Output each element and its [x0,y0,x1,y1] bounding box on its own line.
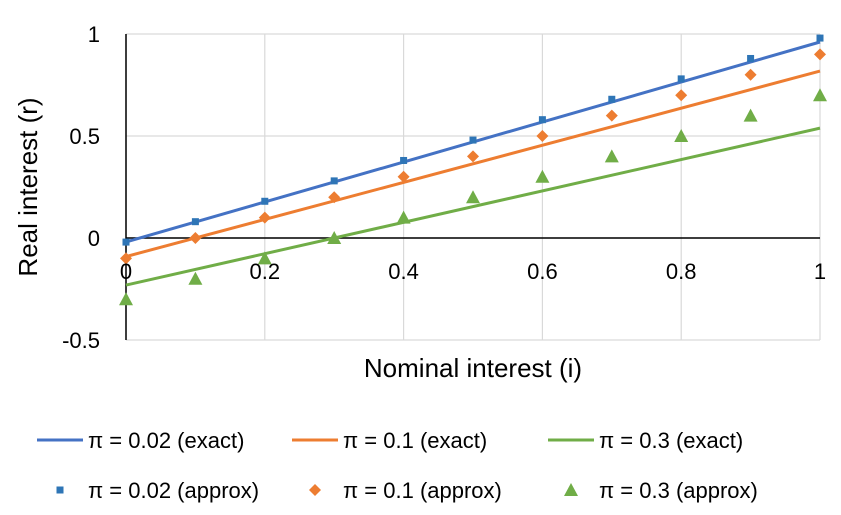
legend-label: π = 0.02 (exact) [88,428,244,453]
series-markers-5 [119,88,827,306]
data-point [744,68,757,81]
legend-item: π = 0.1 (approx) [309,478,502,503]
legend-item: π = 0.3 (approx) [564,478,758,503]
x-tick-label: 0.2 [250,259,281,284]
data-point [467,150,479,163]
data-point [816,34,824,42]
data-point [396,210,411,224]
data-point [400,156,408,164]
data-point [604,149,619,163]
data-point [813,88,827,102]
data-point [327,231,342,244]
data-point [191,218,199,226]
y-axis-title: Real interest (r) [13,97,43,276]
data-point [743,108,758,122]
data-point [120,252,132,265]
data-point [814,48,826,61]
data-point [119,292,133,306]
data-point [257,251,272,265]
legend-item: π = 0.3 (exact) [548,428,743,453]
x-tick-label: 0.4 [388,259,419,284]
data-point [258,211,271,224]
series-layer [119,34,827,306]
data-point [261,197,269,205]
y-tick-label: 0 [88,226,100,251]
legend-swatch-marker [564,483,578,496]
series-markers-4 [120,48,826,265]
data-point [469,136,477,144]
legend-swatch-marker [309,484,321,496]
data-point [188,271,203,285]
data-point [608,95,616,103]
y-tick-label: -0.5 [62,328,100,353]
legend-label: π = 0.3 (approx) [599,478,758,503]
series-2 [125,126,821,287]
series-1 [125,69,821,258]
legend-label: π = 0.1 (approx) [343,478,502,503]
legend-item: π = 0.02 (approx) [56,478,259,503]
data-point [122,238,130,246]
series-line [125,69,821,258]
y-tick-label: 1 [88,22,100,47]
x-tick-label: 0.6 [527,259,558,284]
legend-item: π = 0.02 (exact) [37,428,244,453]
x-tick-label: 0.8 [666,259,697,284]
x-tick-label: 1 [814,259,826,284]
data-point [397,170,410,183]
data-point [677,75,685,83]
data-point [605,109,618,122]
data-point [328,191,341,204]
data-point [189,232,202,244]
legend-label: π = 0.02 (approx) [88,478,259,503]
data-point [535,169,550,183]
data-point [330,177,338,185]
data-point [674,129,689,142]
data-point [536,130,549,142]
data-point [747,54,755,62]
grid-lines [125,33,821,341]
series-markers-3 [122,34,824,246]
data-point [466,190,480,204]
series-line [125,126,821,287]
data-point [538,116,546,124]
legend: π = 0.02 (exact) π = 0.1 (exact) π = 0.3 (… [37,428,758,503]
legend-label: π = 0.1 (exact) [343,428,487,453]
legend-swatch-marker [56,486,64,494]
tick-labels: 0 0.2 0.4 0.6 0.8 1 1 0.5 0 -0.5 [62,22,826,353]
legend-item: π = 0.1 (exact) [292,428,487,453]
legend-label: π = 0.3 (exact) [599,428,743,453]
data-point [675,89,688,102]
x-axis-title: Nominal interest (i) [364,353,582,383]
axes [125,34,820,340]
y-tick-label: 0.5 [69,124,100,149]
x-tick-label: 0 [120,259,132,284]
